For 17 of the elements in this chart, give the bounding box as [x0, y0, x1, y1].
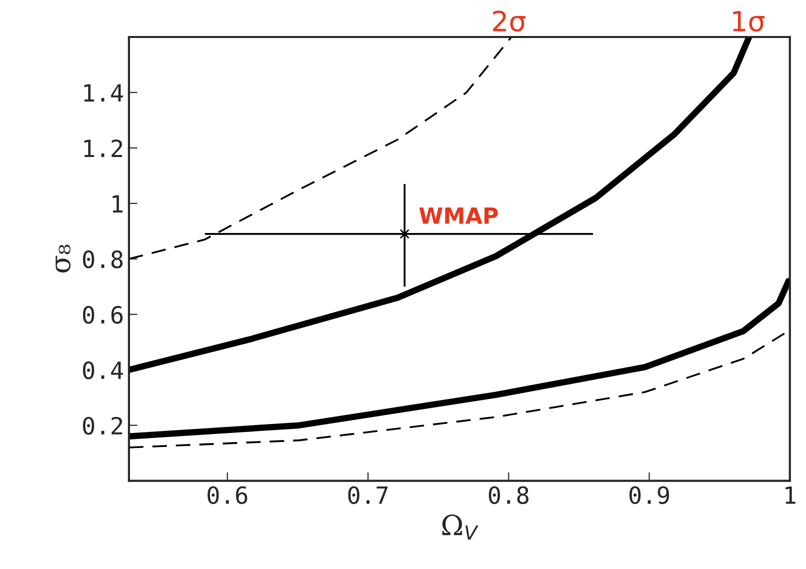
x-tick-label: 0.9 [629, 486, 669, 504]
x-axis-title: Ω$_{V}$ [442, 514, 478, 540]
y-tick-label: 0.8 [82, 250, 123, 268]
y-tick-label: 0.6 [82, 306, 123, 324]
annotation: 1σ [733, 10, 765, 32]
y-tick-label: 1.2 [84, 139, 122, 157]
y-axis-title: σ₈ [56, 244, 71, 273]
annotation: WMAP [419, 208, 498, 224]
y-tick-label: 1 [112, 195, 122, 212]
y-tick-label: 1.4 [84, 84, 123, 102]
x-tick-label: 0.7 [348, 486, 388, 504]
y-tick-label: 0.2 [82, 416, 122, 435]
x-tick-label: 0.6 [208, 486, 248, 504]
x-tick-label: 0.8 [488, 486, 528, 504]
x-tick-label: 1 [786, 486, 796, 504]
annotation: 2σ [493, 10, 526, 32]
y-tick-label: 0.4 [82, 361, 123, 380]
